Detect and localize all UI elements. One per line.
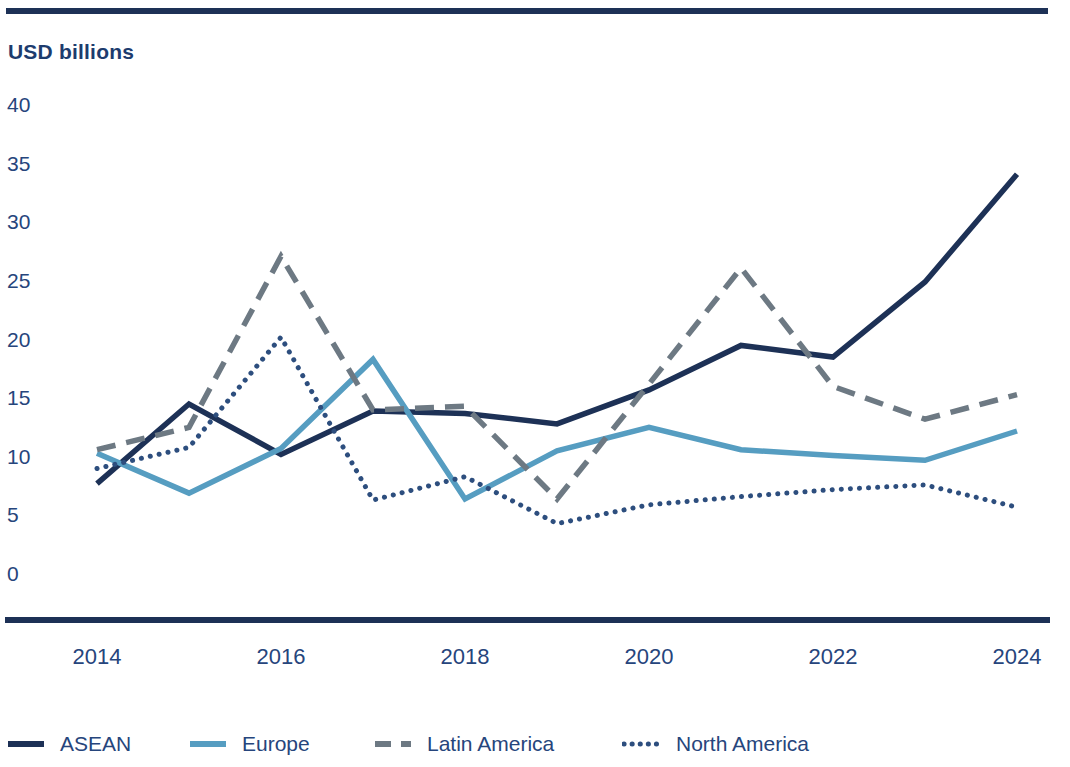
legend-label: Latin America — [427, 732, 554, 756]
y-tick-label: 15 — [7, 385, 30, 411]
x-tick-label: 2024 — [993, 644, 1042, 670]
y-tick-label: 5 — [7, 502, 19, 528]
x-tick-label: 2014 — [73, 644, 122, 670]
series-line-latin-america — [97, 256, 1017, 499]
y-tick-label: 40 — [7, 92, 30, 118]
legend-swatch-solid-line — [188, 738, 228, 750]
y-tick-label: 10 — [7, 444, 30, 470]
legend-swatch-solid-line — [6, 738, 46, 750]
y-tick-label: 20 — [7, 327, 30, 353]
chart-legend: ASEAN Europe Latin America North America — [0, 731, 1070, 759]
legend-label: North America — [676, 732, 809, 756]
legend-item-asean: ASEAN — [6, 731, 131, 757]
x-tick-label: 2016 — [257, 644, 306, 670]
x-tick-label: 2020 — [625, 644, 674, 670]
legend-label: Europe — [242, 732, 310, 756]
y-tick-label: 35 — [7, 151, 30, 177]
x-tick-label: 2018 — [441, 644, 490, 670]
y-tick-label: 0 — [7, 561, 19, 587]
x-tick-label: 2022 — [809, 644, 858, 670]
line-chart-canvas — [0, 0, 1070, 767]
series-line-asean — [97, 174, 1017, 484]
legend-swatch-dashed-line — [373, 738, 413, 750]
x-axis-line — [5, 617, 1050, 623]
legend-label: ASEAN — [60, 732, 131, 756]
y-tick-label: 30 — [7, 209, 30, 235]
legend-item-latin-america: Latin America — [373, 731, 554, 757]
legend-swatch-dotted-line — [622, 738, 662, 750]
y-tick-label: 25 — [7, 268, 30, 294]
legend-item-north-america: North America — [622, 731, 809, 757]
legend-item-europe: Europe — [188, 731, 310, 757]
